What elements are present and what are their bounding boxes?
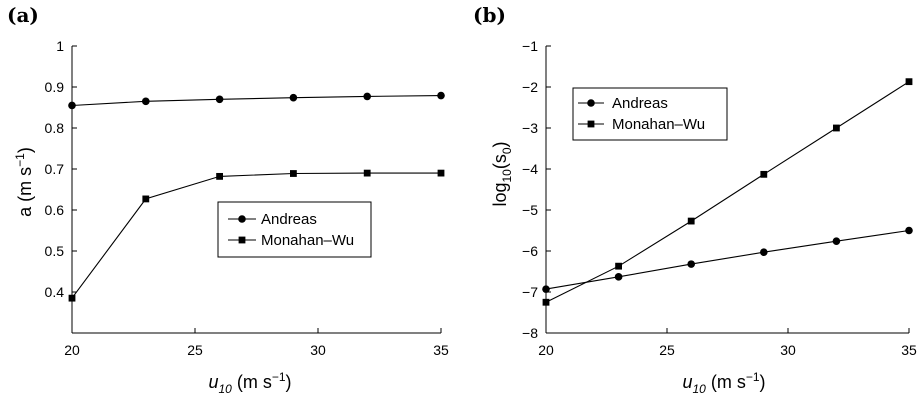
panel-a-series-line-monahan-wu [71,172,441,299]
panel-b-legend-label-monahan-wu: Monahan–Wu [612,116,705,133]
panel-a-legend-label-monahan-wu: Monahan–Wu [261,232,354,249]
panel-a-y-tick-label: 0.9 [45,79,65,95]
panel-a-y-tick-label: 0.8 [45,120,65,136]
panel-b-y-tick-label: −7 [522,284,538,300]
panel-a-y-axis-label: a (m s−1) [13,147,35,217]
panel-b-point-monahan-wu [615,262,622,270]
panel-a-point-monahan-wu [142,195,150,203]
panel-b-point-monahan-wu [760,170,768,178]
panel-a-label: (a) [7,3,39,27]
panel-b-point-monahan-wu [833,124,840,132]
panel-a-x-tick-label: 30 [310,342,326,358]
panel-a-point-andreas [142,97,150,106]
panel-a-x-tick-label: 25 [187,342,203,358]
panel-a-x-axis-label: u10 (m s−1) [208,370,291,396]
panel-b-y-tick-label: −2 [522,79,538,95]
panel-a-y-tick-label: 0.7 [45,161,65,177]
panel-a-legend-box [217,201,372,258]
panel-b-label: (b) [473,3,506,27]
panel-a-x-tick-label: 20 [64,342,80,358]
panel-b-y-tick-label: −4 [522,161,538,177]
panel-b-legend-box [572,87,728,141]
panel-a-point-andreas [215,95,224,104]
panel-b-point-andreas [905,226,913,235]
panel-b-y-tick-label: −1 [522,38,538,54]
panel-b-point-monahan-wu [905,78,913,86]
panel-b-series-line-andreas [545,229,910,290]
panel-a-point-andreas [363,92,372,101]
panel-b-y-tick-label: −5 [522,202,538,218]
panel-a-point-monahan-wu [290,170,297,177]
panel-b-point-andreas [760,248,768,257]
panel-a-y-tick-label: 0.5 [45,243,65,259]
panel-a-legend: Andreas Monahan–Wu [217,201,372,258]
panel-a-y-tick-label: 0.6 [45,202,65,218]
panel-b-x-tick-label: 20 [538,342,554,358]
panel-b-y-axis-label: log10(s0) [490,141,514,206]
panel-a-point-monahan-wu [68,294,76,302]
panel-b-legend: Andreas Monahan–Wu [572,87,728,141]
panel-a-point-monahan-wu [216,172,223,180]
panel-b-point-andreas [614,273,623,281]
panel-a-legend-marker-andreas [238,215,246,223]
panel-b-x-axis-label: u10 (m s−1) [682,370,765,396]
panel-a-x-tick-label: 35 [433,342,449,358]
panel-b-point-andreas [687,260,695,268]
panel-b-legend-marker-andreas [587,99,595,107]
panel-b-y-tick-label: −3 [522,120,538,136]
panel-b-y-tick-label: −6 [522,243,538,259]
panel-b-legend-marker-monahan-wu [587,120,595,128]
panel-b-point-monahan-wu [687,217,695,225]
panel-b-x-tick-label: 30 [780,342,796,358]
panel-a-point-monahan-wu [363,169,371,177]
panel-b-x-tick-label: 25 [659,342,675,358]
panel-b-point-andreas [542,285,550,293]
panel-a-legend-marker-monahan-wu [238,236,246,244]
panel-a-point-andreas [437,91,445,100]
panel-b-y-tick-label: −8 [522,325,538,341]
panel-b-legend-label-andreas: Andreas [612,95,668,112]
panel-a-legend-label-andreas: Andreas [261,211,317,228]
panel-a-y-tick-label: 1 [56,38,64,54]
panel-b-point-andreas [832,237,841,245]
panel-a-point-andreas [289,93,298,102]
panel-a-point-andreas [68,101,76,110]
panel-b-x-tick-label: 35 [901,342,917,358]
panel-a-series-line-andreas [71,95,442,107]
panel-a-point-monahan-wu [437,169,445,177]
panel-a-y-tick-label: 0.4 [45,284,65,300]
panel-b-plot: 20 25 30 35 −8 −7 −6 −5 −4 −3 −2 −1 [522,38,917,358]
panel-b-series-line-monahan-wu [545,81,910,303]
panel-b: (b) 20 25 30 35 −8 −7 −6 −5 −4 −3 −2 −1 Andreas Mon… [473,3,917,396]
panel-a-plot: 20 25 30 35 0.4 0.5 0.6 0.7 0.8 0.9 1 [45,38,449,358]
panel-b-point-monahan-wu [542,298,550,306]
panel-a: (a) 20 25 30 35 0.4 0.5 0.6 0.7 0.8 0.9 1 Andreas … [7,3,449,396]
